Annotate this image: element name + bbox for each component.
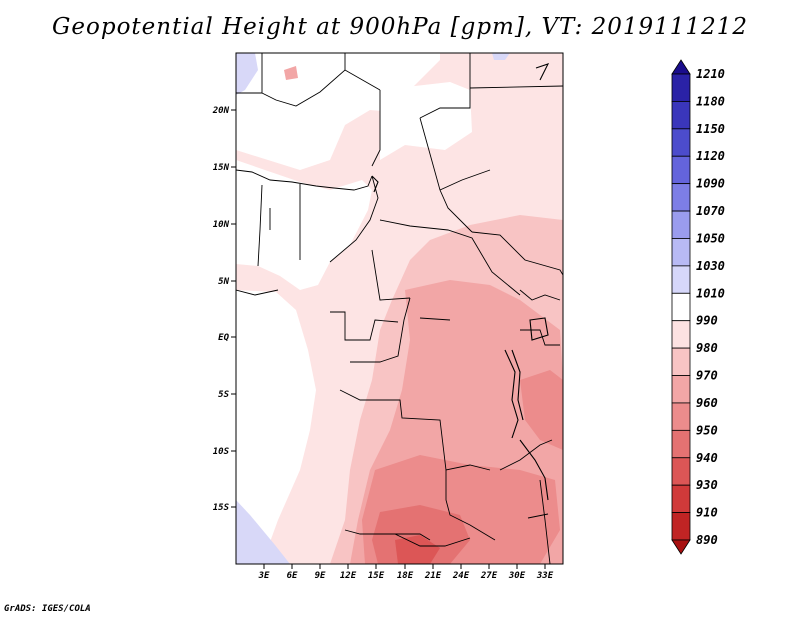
colorbar-label: 1050 <box>696 231 725 245</box>
colorbar-label: 990 <box>696 314 718 328</box>
lon-label: 9E <box>315 571 326 581</box>
colorbar-segment <box>671 183 691 212</box>
colorbar-label: 890 <box>696 533 718 547</box>
lat-label: 15N <box>213 163 230 173</box>
country-borders <box>236 53 563 564</box>
grads-credit: GrADS: IGES/COLA <box>4 604 91 614</box>
height-field <box>236 53 563 564</box>
colorbar-label: 1150 <box>696 122 725 136</box>
lakes <box>371 63 550 519</box>
colorbar-segment <box>671 512 691 541</box>
lat-label: 20N <box>212 106 230 116</box>
lat-label: 10S <box>213 447 230 457</box>
colorbar-segment <box>671 375 691 404</box>
colorbar-segment <box>671 155 691 185</box>
lon-label: 3E <box>258 571 270 581</box>
lat-label: EQ <box>218 333 229 343</box>
colorbar-label: 1090 <box>696 177 725 191</box>
colorbar-segment <box>671 484 691 513</box>
colorbar-label: 930 <box>696 478 718 492</box>
colorbar: 1210 1180 1150 1120 1090 1070 1050 1030 1010 990 9… <box>671 59 725 555</box>
lon-label: 21E <box>424 571 442 581</box>
lat-label: 5S <box>218 390 229 400</box>
lon-label: 18E <box>397 571 414 581</box>
colorbar-label: 940 <box>696 451 718 465</box>
colorbar-segment <box>671 128 691 157</box>
colorbar-segment <box>671 292 691 322</box>
colorbar-segment <box>671 101 691 130</box>
colorbar-segment <box>671 320 691 349</box>
colorbar-bottom-arrow <box>671 539 691 555</box>
lon-label: 6E <box>287 571 298 581</box>
lat-label: 15S <box>213 503 230 513</box>
lon-label: 24E <box>452 571 470 581</box>
map-title: Geopotential Height at 900hPa [gpm], VT:… <box>52 14 748 40</box>
lat-label: 5N <box>218 277 229 287</box>
map-frame <box>235 52 564 565</box>
lon-label: 30E <box>508 571 526 581</box>
colorbar-top-arrow <box>671 59 691 75</box>
colorbar-segment <box>671 238 691 267</box>
colorbar-segment <box>671 265 691 294</box>
lon-label: 27E <box>480 571 498 581</box>
colorbar-segment <box>671 457 691 486</box>
colorbar-label: 960 <box>696 396 718 410</box>
colorbar-label: 1010 <box>696 286 725 300</box>
colorbar-segment <box>671 73 691 102</box>
colorbar-label: 970 <box>696 369 718 383</box>
colorbar-label: 1030 <box>696 259 725 273</box>
colorbar-segment <box>671 347 691 376</box>
colorbar-segment <box>671 429 691 459</box>
colorbar-label: 910 <box>696 506 718 520</box>
lon-label: 15E <box>368 571 385 581</box>
colorbar-segment <box>671 402 691 431</box>
colorbar-label: 1210 <box>696 67 725 81</box>
lon-label: 12E <box>340 571 357 581</box>
colorbar-label: 950 <box>696 423 718 437</box>
latitude-axis: 20N 15N 10N 5N EQ 5S 10S 15S <box>212 106 236 513</box>
colorbar-label: 1070 <box>696 204 725 218</box>
colorbar-label: 1180 <box>696 94 725 108</box>
longitude-axis: 3E 6E 9E 12E 15E 18E 21E 24E 27E 30E 33E <box>258 564 554 581</box>
colorbar-segment <box>671 210 691 239</box>
colorbar-label: 980 <box>696 341 718 355</box>
lon-label: 33E <box>536 571 554 581</box>
colorbar-label: 1120 <box>696 149 725 163</box>
lat-label: 10N <box>213 220 230 230</box>
